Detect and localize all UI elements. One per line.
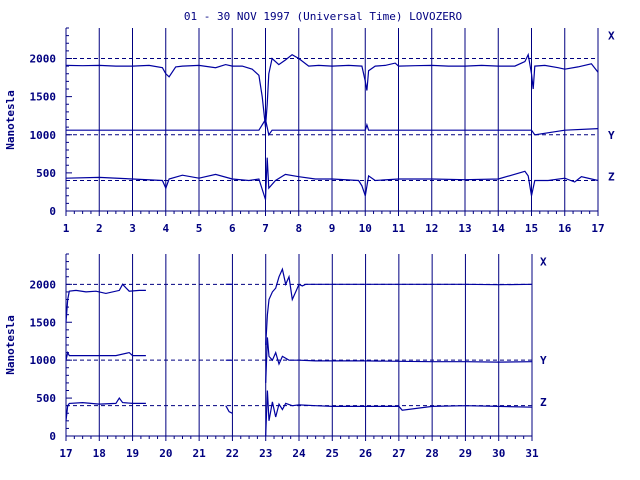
x-tick-label: 9 (329, 222, 336, 235)
series-label-y: Y (608, 129, 615, 142)
series-z-trace (225, 405, 233, 414)
x-tick-label: 27 (392, 447, 405, 460)
y-axis-label: Nanotesla (4, 315, 17, 375)
series-label-y: Y (540, 354, 547, 367)
x-tick-label: 22 (226, 447, 239, 460)
x-tick-label: 2 (96, 222, 103, 235)
series-y-trace (265, 337, 533, 383)
y-tick-label: 0 (49, 205, 56, 218)
y-tick-label: 500 (36, 392, 56, 405)
x-tick-label: 16 (558, 222, 572, 235)
series-label-z: Z (608, 171, 615, 184)
y-axis-label: Nanotesla (4, 90, 17, 150)
x-tick-label: 31 (525, 447, 539, 460)
x-tick-label: 12 (425, 222, 438, 235)
series-x-trace (65, 283, 146, 323)
x-tick-label: 18 (93, 447, 106, 460)
x-tick-label: 13 (458, 222, 471, 235)
series-z-trace (65, 397, 146, 421)
x-tick-label: 21 (193, 447, 207, 460)
figure-title: 01 - 30 NOV 1997 (Universal Time) LOVOZE… (184, 10, 462, 23)
x-tick-label: 26 (359, 447, 373, 460)
x-tick-label: 7 (262, 222, 269, 235)
y-tick-label: 1500 (30, 316, 57, 329)
x-tick-label: 10 (359, 222, 372, 235)
y-tick-label: 1500 (30, 91, 57, 104)
series-z-trace (65, 157, 599, 200)
chart-panel-bottom: 0 500 1000 1500 2000 17 18 19 20 21 22 23 24 25 26 27 28… (4, 253, 547, 460)
series-label-x: X (608, 30, 615, 43)
x-tick-label: 29 (459, 447, 472, 460)
y-tick-label: 2000 (30, 53, 57, 66)
y-tick-label: 0 (49, 430, 56, 443)
series-x-trace (65, 52, 599, 128)
x-tick-label: 28 (426, 447, 439, 460)
x-tick-label: 1 (63, 222, 70, 235)
series-z-trace (265, 390, 533, 437)
x-tick-label: 23 (259, 447, 272, 460)
series-label-x: X (540, 256, 547, 269)
x-tick-label: 4 (162, 222, 169, 235)
x-tick-label: 3 (129, 222, 136, 235)
y-tick-label: 2000 (30, 278, 57, 291)
y-tick-label: 1000 (30, 129, 57, 142)
x-tick-label: 17 (591, 222, 604, 235)
x-tick-label: 5 (196, 222, 203, 235)
x-tick-label: 17 (59, 447, 72, 460)
series-x-trace (265, 267, 533, 346)
x-tick-label: 30 (492, 447, 505, 460)
x-tick-label: 25 (326, 447, 339, 460)
series-label-z: Z (540, 396, 547, 409)
x-tick-label: 15 (525, 222, 538, 235)
x-tick-label: 19 (126, 447, 139, 460)
series-y-trace (66, 117, 599, 137)
y-tick-label: 500 (36, 167, 56, 180)
x-tick-label: 11 (392, 222, 406, 235)
x-tick-label: 20 (159, 447, 172, 460)
x-tick-label: 8 (295, 222, 302, 235)
series-y-trace (65, 350, 146, 361)
y-tick-label: 1000 (30, 354, 57, 367)
x-tick-label: 24 (292, 447, 306, 460)
x-tick-label: 6 (229, 222, 236, 235)
x-tick-label: 14 (492, 222, 506, 235)
